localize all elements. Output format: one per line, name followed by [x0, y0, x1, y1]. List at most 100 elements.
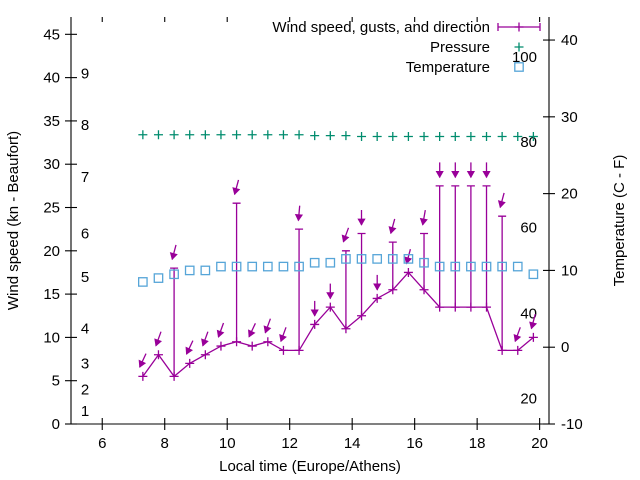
y-tick-label: 30	[43, 156, 60, 173]
x-tick-label: 20	[531, 435, 548, 452]
x-tick-label: 8	[161, 435, 169, 452]
beaufort-label: 2	[81, 381, 89, 398]
y2-tick-label: -10	[561, 416, 583, 433]
pressure-point	[497, 132, 507, 142]
gust-whisker	[388, 241, 397, 290]
y2-tick-label: 20	[561, 186, 578, 203]
x-tick-label: 16	[406, 435, 423, 452]
legend-label-2: Temperature	[406, 59, 490, 76]
temperature-point	[372, 254, 383, 264]
beaufort-label: 1	[81, 403, 89, 420]
gust-whisker	[498, 215, 507, 351]
pressure-point	[153, 130, 163, 140]
wind-direction-arrow	[263, 318, 272, 334]
pressure-point	[403, 132, 413, 142]
legend-label-1: Pressure	[430, 39, 490, 56]
y2-tick-label: 30	[561, 109, 578, 126]
temperature-point	[341, 254, 351, 264]
wind-speed-point	[294, 345, 304, 355]
temperature-point	[387, 254, 398, 264]
wind-direction-arrow	[482, 162, 491, 179]
wind-speed-line	[142, 271, 534, 378]
gust-whisker	[341, 250, 350, 329]
wind-speed-point	[513, 345, 523, 355]
beaufort-label: 9	[81, 65, 89, 82]
temperature-point	[216, 261, 226, 272]
wind-direction-arrow	[185, 340, 194, 355]
pressure-point	[185, 130, 195, 140]
temperature-point	[434, 261, 445, 272]
pressure-point	[388, 132, 398, 142]
temperature-point	[138, 277, 148, 287]
beaufort-label: 3	[81, 355, 89, 372]
temperature-point	[528, 269, 539, 280]
fahrenheit-label: 20	[520, 391, 537, 408]
temperature-point	[262, 261, 273, 272]
fahrenheit-label: 40	[520, 305, 537, 322]
wind-speed-point	[278, 345, 288, 355]
pressure-point	[169, 130, 179, 140]
pressure-point	[138, 130, 148, 140]
wind-direction-arrow	[373, 274, 382, 291]
temperature-point	[294, 261, 304, 272]
y-axis-title: Wind speed (kn - Beaufort)	[5, 131, 22, 310]
legend-symbol-wind-marker	[514, 22, 524, 32]
pressure-point	[482, 132, 492, 142]
gust-whisker	[232, 202, 241, 342]
wind-speed-point	[435, 302, 445, 312]
wind-direction-arrow	[435, 162, 444, 179]
wind-speed-point	[357, 311, 367, 321]
y2-tick-label: 0	[561, 339, 569, 356]
beaufort-label: 4	[81, 321, 89, 338]
pressure-point	[372, 132, 382, 142]
pressure-point	[357, 132, 367, 142]
pressure-point	[310, 131, 320, 141]
pressure-point	[200, 130, 210, 140]
wind-direction-arrow	[357, 210, 366, 226]
wind-speed-point	[403, 267, 413, 277]
gust-whisker	[435, 185, 444, 308]
wind-speed-point	[325, 302, 335, 312]
temperature-point	[325, 257, 336, 268]
wind-speed-point	[185, 358, 195, 368]
wind-direction-arrow	[169, 244, 178, 261]
pressure-point	[216, 130, 226, 140]
wind-speed-point	[450, 302, 460, 312]
gust-whisker	[170, 267, 179, 377]
legend-symbol-temperature	[514, 62, 524, 72]
y-tick-label: 20	[43, 243, 60, 260]
wind-speed-point	[216, 341, 226, 351]
pressure-point	[513, 132, 523, 142]
pressure-point	[341, 131, 351, 141]
y2-tick-label: 40	[561, 32, 578, 49]
pressure-point	[232, 130, 242, 140]
pressure-point	[528, 132, 538, 142]
x-tick-label: 6	[98, 435, 106, 452]
fahrenheit-label: 60	[520, 219, 537, 236]
temperature-point	[403, 254, 414, 264]
wind-direction-arrow	[326, 283, 335, 300]
gust-whisker	[451, 185, 460, 308]
gust-whisker	[482, 185, 491, 308]
wind-direction-arrow	[466, 162, 475, 179]
wind-speed-point	[169, 371, 179, 381]
x-tick-label: 14	[344, 435, 361, 452]
legend-symbol-pressure	[514, 42, 524, 52]
pressure-point	[466, 132, 476, 142]
gust-whisker	[295, 228, 304, 351]
wind-speed-point	[528, 332, 538, 342]
fahrenheit-label: 100	[512, 49, 537, 66]
wind-direction-arrow	[154, 331, 162, 347]
wind-direction-arrow	[216, 322, 225, 338]
wind-speed-point	[341, 324, 351, 334]
beaufort-label: 6	[81, 225, 89, 242]
temperature-point	[153, 273, 164, 283]
legend-label-0: Wind speed, gusts, and direction	[272, 19, 490, 36]
gust-whisker	[357, 232, 366, 316]
wind-direction-arrow	[279, 327, 287, 343]
y-tick-label: 0	[52, 416, 60, 433]
pressure-point	[435, 132, 445, 142]
y-tick-label: 35	[43, 113, 60, 130]
beaufort-label: 5	[81, 269, 89, 286]
